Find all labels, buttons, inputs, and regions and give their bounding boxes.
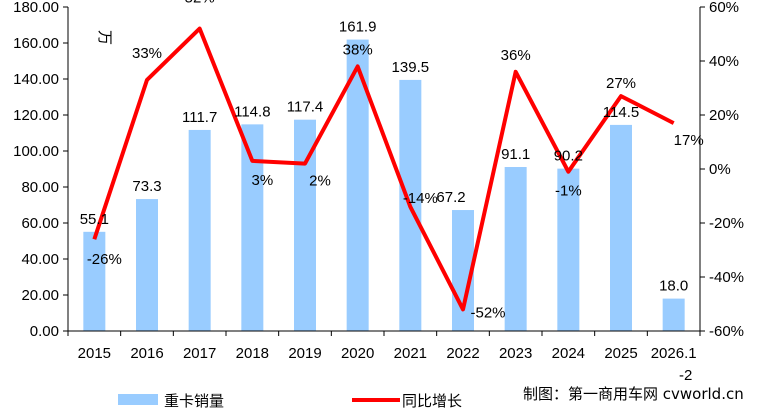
x-tick-label: 2018 xyxy=(236,345,269,362)
x-tick-label: 2026.1-2 xyxy=(651,345,697,384)
bar-2018 xyxy=(241,124,263,331)
left-tick-label: 40.00 xyxy=(21,251,59,268)
growth-label: 36% xyxy=(501,47,531,64)
x-tick-label: 2017 xyxy=(183,345,216,362)
credit-text: 制图：第一商用车网 cvworld.cn xyxy=(523,385,744,403)
growth-label: -52% xyxy=(470,304,505,321)
right-tick-label: 60% xyxy=(709,0,739,16)
x-tick-label: 2015 xyxy=(78,345,111,362)
bar-2016 xyxy=(136,199,158,331)
left-tick-label: 180.00 xyxy=(13,0,59,16)
growth-label: 52% xyxy=(185,0,215,7)
bar-value-label: 67.2 xyxy=(436,189,465,206)
right-tick-label: 0% xyxy=(709,161,731,178)
legend-bar-swatch xyxy=(118,394,158,405)
right-tick-label: -60% xyxy=(709,323,744,340)
bar-value-label: 114.8 xyxy=(234,103,270,120)
bar-value-label: 117.4 xyxy=(287,99,323,116)
growth-label: 3% xyxy=(251,172,273,189)
bar-value-label: 90.2 xyxy=(554,148,583,165)
left-tick-label: 80.00 xyxy=(21,179,59,196)
right-tick-label: 20% xyxy=(709,107,739,124)
x-tick-label: 2022 xyxy=(446,345,479,362)
left-tick-label: 20.00 xyxy=(21,287,59,304)
bar-2023 xyxy=(505,167,527,331)
legend-line-label: 同比增长 xyxy=(402,392,462,410)
x-tick-label: 2019 xyxy=(288,345,321,362)
growth-label: 27% xyxy=(606,75,636,92)
growth-label: -1% xyxy=(555,183,582,200)
left-tick-label: 140.00 xyxy=(13,71,59,88)
left-tick-label: 0.00 xyxy=(30,323,59,340)
left-tick-label: 60.00 xyxy=(21,215,59,232)
right-tick-label: -20% xyxy=(709,215,744,232)
bar-value-label: 139.5 xyxy=(392,59,430,76)
bar-value-label: 161.9 xyxy=(339,19,377,36)
bar-2017 xyxy=(189,130,211,331)
bar-2026.1 xyxy=(663,299,685,331)
bar-value-label: 111.7 xyxy=(182,109,217,126)
growth-label: 17% xyxy=(674,132,704,149)
bar-2015 xyxy=(83,232,105,331)
x-tick-label: 2023 xyxy=(499,345,532,362)
growth-label: 33% xyxy=(132,45,162,62)
x-tick-label: 2021 xyxy=(394,345,427,362)
bar-value-label: 114.5 xyxy=(603,104,639,121)
growth-label: -26% xyxy=(87,251,122,268)
left-tick-label: 120.00 xyxy=(13,107,59,124)
growth-label: 38% xyxy=(343,41,373,58)
left-tick-label: 100.00 xyxy=(13,143,59,160)
growth-line xyxy=(94,29,673,310)
bar-value-label: 55.1 xyxy=(80,211,109,228)
left-axis-unit: 万 xyxy=(96,30,114,45)
right-tick-label: -40% xyxy=(709,269,744,286)
legend-bar-label: 重卡销量 xyxy=(164,392,224,410)
growth-label: 2% xyxy=(309,173,331,190)
bar-2025 xyxy=(610,125,632,331)
growth-label: -14% xyxy=(403,190,438,207)
x-tick-label: 2025 xyxy=(604,345,637,362)
x-tick-label: 2016 xyxy=(130,345,163,362)
x-tick-label: 2024 xyxy=(552,345,585,362)
bar-value-label: 73.3 xyxy=(132,178,161,195)
bar-value-label: 91.1 xyxy=(501,146,530,163)
left-tick-label: 160.00 xyxy=(13,35,59,52)
bar-value-label: 18.0 xyxy=(659,278,688,295)
right-tick-label: 40% xyxy=(709,53,739,70)
x-tick-label: 2020 xyxy=(341,345,374,362)
